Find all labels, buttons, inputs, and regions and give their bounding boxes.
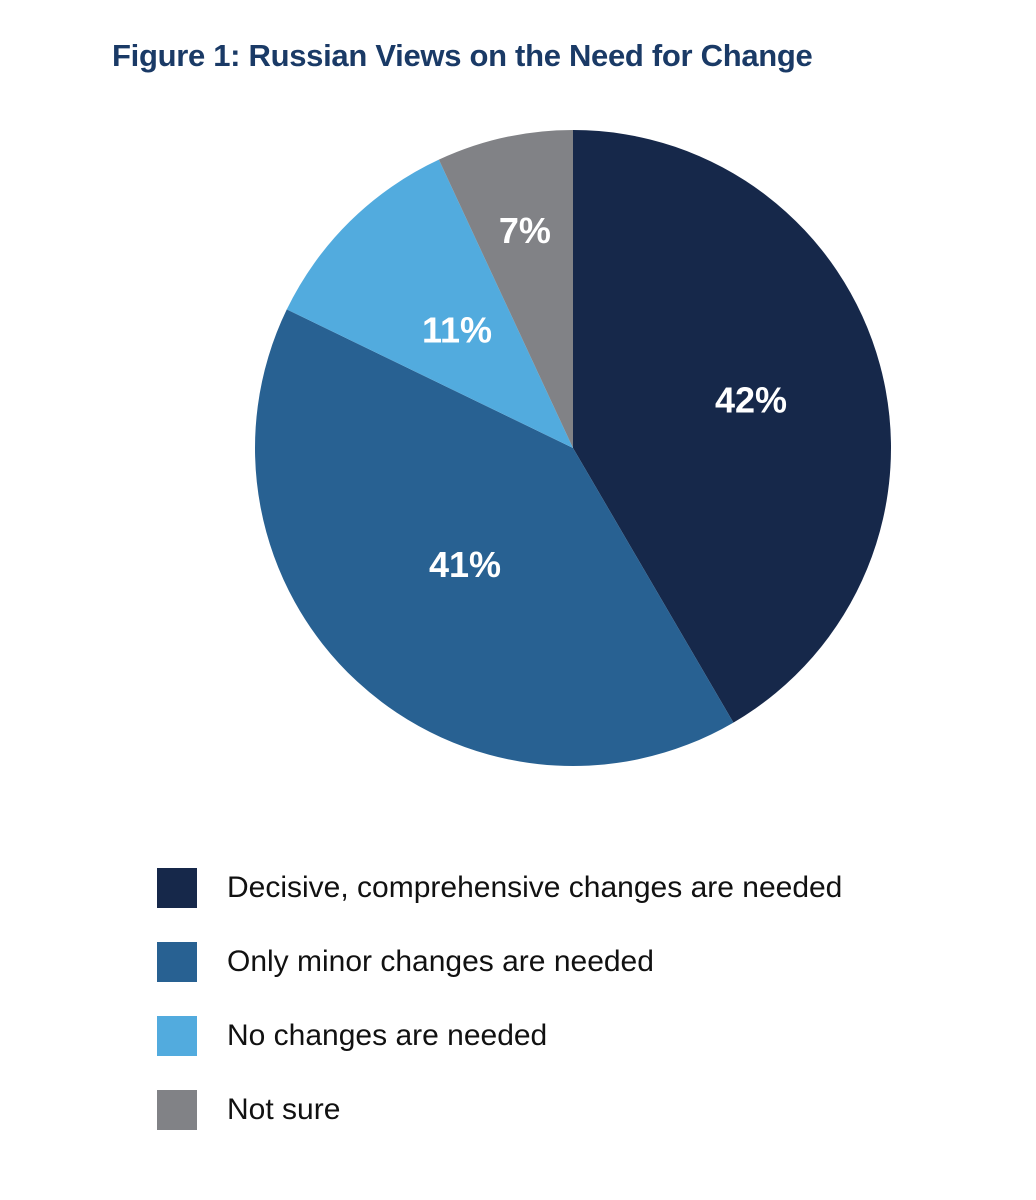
legend-swatch [157, 1090, 197, 1130]
legend-label: No changes are needed [227, 1019, 548, 1052]
legend-swatch [157, 868, 197, 908]
pie-slice-4 [438, 130, 573, 448]
legend-swatch [157, 942, 197, 982]
chart-title: Figure 1: Russian Views on the Need for … [112, 38, 813, 73]
slice-data-label: 41% [429, 544, 501, 585]
legend: Decisive, comprehensive changes are need… [157, 868, 842, 1164]
pie-slice-2 [254, 309, 734, 766]
pie-chart: 42% 41% 11% 7% [254, 130, 891, 766]
legend-label: Only minor changes are needed [227, 945, 654, 978]
slice-data-label: 11% [422, 310, 492, 351]
legend-item-minor: Only minor changes are needed [157, 942, 842, 982]
pie-slice-3 [286, 159, 573, 449]
slice-data-label: 42% [715, 379, 787, 420]
legend-swatch [157, 1016, 197, 1056]
legend-label: Not sure [227, 1093, 341, 1126]
pie-slice-1 [573, 130, 891, 723]
legend-item-not-sure: Not sure [157, 1090, 842, 1130]
slice-data-label: 7% [499, 210, 551, 251]
legend-item-decisive: Decisive, comprehensive changes are need… [157, 868, 842, 908]
legend-item-no-changes: No changes are needed [157, 1016, 842, 1056]
legend-label: Decisive, comprehensive changes are need… [227, 871, 843, 904]
